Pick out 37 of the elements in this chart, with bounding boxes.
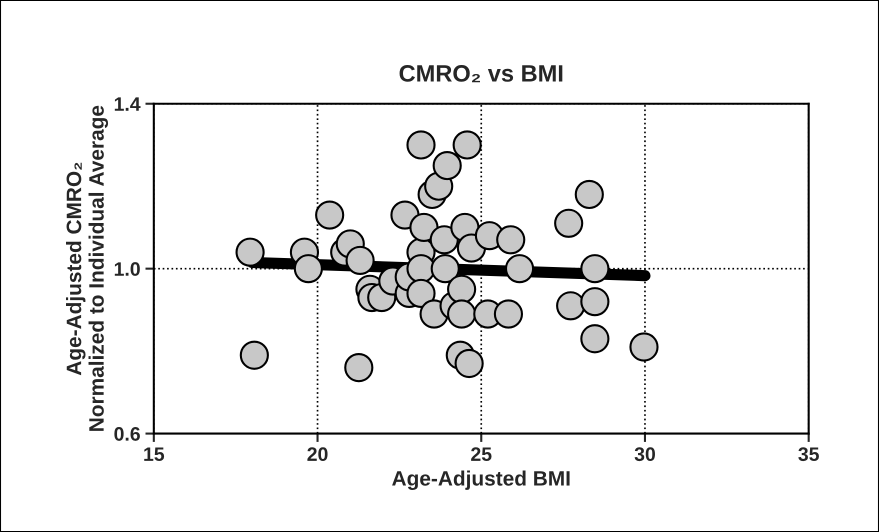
point: [346, 246, 375, 275]
point: [430, 254, 460, 284]
point: [315, 200, 344, 230]
point: [580, 324, 610, 354]
point: [294, 254, 323, 284]
x-axis-title: Age-Adjusted BMI: [392, 470, 570, 490]
point: [344, 353, 374, 382]
point: [554, 208, 584, 238]
y-axis-title: Age-Adjusted CMRO₂ Normalized to Individual Average: [66, 106, 108, 431]
point: [447, 274, 476, 304]
point: [494, 299, 524, 329]
point: [504, 254, 534, 284]
point: [496, 225, 526, 254]
y-tick-label: 0.6: [114, 427, 140, 441]
x-tick-label: 15: [144, 447, 164, 462]
point: [409, 212, 439, 242]
point: [430, 225, 459, 254]
x-tick-label: 30: [634, 447, 655, 462]
point: [406, 130, 436, 160]
point: [236, 238, 265, 267]
chart-title: CMRO₂ vs BMI: [400, 65, 562, 82]
x-tick-label: 20: [307, 447, 328, 462]
point: [574, 180, 604, 210]
x-tick-label: 35: [798, 447, 819, 462]
y-tick-label: 1.0: [114, 262, 140, 276]
point: [432, 151, 462, 180]
point: [629, 332, 659, 362]
point: [452, 130, 482, 160]
y-tick-label: 1.4: [114, 97, 141, 111]
point: [580, 254, 610, 284]
x-tick-label: 25: [471, 447, 492, 462]
point: [454, 348, 484, 378]
point: [240, 340, 269, 370]
point: [406, 278, 436, 308]
point: [556, 291, 586, 320]
point: [580, 287, 610, 316]
point: [447, 299, 476, 329]
